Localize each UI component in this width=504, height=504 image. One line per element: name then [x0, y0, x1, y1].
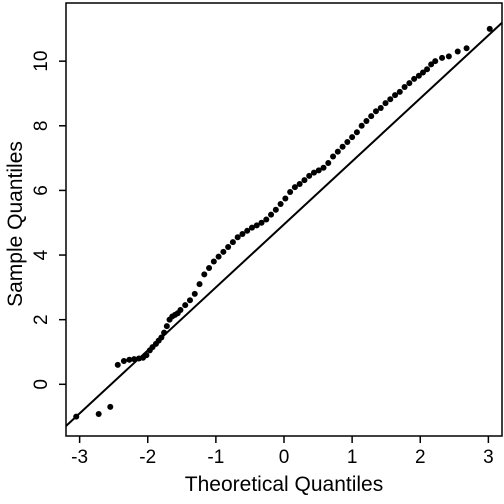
data-point: [439, 54, 446, 61]
data-point: [268, 211, 275, 218]
data-point: [253, 222, 260, 229]
data-point: [358, 122, 365, 129]
plot-frame: [65, 2, 503, 437]
data-point: [325, 159, 332, 166]
data-point: [120, 358, 127, 365]
x-tick-label: -1: [207, 447, 224, 468]
reference-line: [65, 21, 503, 427]
data-point: [349, 134, 356, 141]
y-tick-label: 4: [31, 249, 52, 260]
data-point: [428, 61, 435, 68]
data-point: [291, 184, 298, 191]
data-point: [263, 216, 270, 223]
data-point: [177, 306, 184, 313]
data-point: [334, 148, 341, 155]
data-point: [191, 290, 198, 297]
data-point: [248, 224, 255, 231]
data-point: [186, 297, 193, 304]
data-point: [363, 117, 370, 124]
data-point: [220, 248, 227, 255]
data-point: [229, 239, 236, 246]
data-point: [282, 195, 289, 202]
data-point: [196, 281, 203, 288]
y-tick-label: 10: [31, 51, 52, 72]
data-point: [387, 96, 394, 103]
x-tick-label: 3: [483, 447, 494, 468]
x-axis: -3 -2 -1 0 1 2 3: [71, 436, 494, 468]
data-point: [392, 92, 399, 99]
data-point: [239, 231, 246, 238]
data-point: [272, 206, 279, 213]
data-point: [401, 84, 408, 91]
x-axis-title: Theoretical Quantiles: [185, 473, 383, 496]
data-point: [306, 172, 313, 179]
data-point: [163, 323, 170, 330]
data-point: [126, 356, 133, 363]
y-axis-title: Sample Quantiles: [4, 141, 27, 307]
x-tick-label: -3: [71, 447, 88, 468]
data-point: [107, 403, 114, 410]
data-point: [95, 411, 102, 418]
data-point: [244, 227, 251, 234]
x-tick-label: -2: [139, 447, 156, 468]
data-point: [206, 264, 213, 271]
data-point: [330, 153, 337, 160]
data-point: [454, 48, 461, 55]
data-point: [339, 143, 346, 150]
data-point: [210, 258, 217, 265]
data-point: [234, 234, 241, 241]
data-point: [411, 75, 418, 82]
data-point: [419, 69, 426, 76]
y-axis: 0 2 4 6 8 10: [31, 51, 66, 390]
y-tick-label: 0: [31, 379, 52, 390]
y-tick-label: 6: [31, 185, 52, 196]
data-point: [368, 113, 375, 120]
data-point: [415, 72, 422, 79]
x-tick-label: 0: [279, 447, 290, 468]
data-point: [215, 253, 222, 260]
y-tick-label: 8: [31, 121, 52, 132]
data-point: [432, 58, 439, 65]
data-point: [463, 45, 470, 52]
data-point: [353, 129, 360, 136]
data-point: [301, 177, 308, 184]
data-point: [486, 25, 493, 32]
data-point: [377, 105, 384, 112]
data-point: [277, 200, 284, 207]
data-point: [225, 243, 232, 250]
data-point: [315, 167, 322, 174]
y-tick-label: 2: [31, 314, 52, 325]
x-tick-label: 2: [415, 447, 426, 468]
data-point: [258, 219, 265, 226]
data-point: [320, 164, 327, 171]
data-point: [445, 53, 452, 60]
data-point: [310, 169, 317, 176]
data-point: [182, 302, 189, 309]
data-point: [372, 108, 379, 115]
data-point: [396, 88, 403, 95]
data-point: [114, 361, 121, 368]
data-point: [406, 80, 413, 87]
x-tick-label: 1: [347, 447, 358, 468]
data-point: [296, 180, 303, 187]
data-point: [287, 189, 294, 196]
data-point: [201, 271, 208, 278]
data-point: [382, 100, 389, 107]
data-point: [344, 138, 351, 145]
data-point: [424, 66, 431, 73]
